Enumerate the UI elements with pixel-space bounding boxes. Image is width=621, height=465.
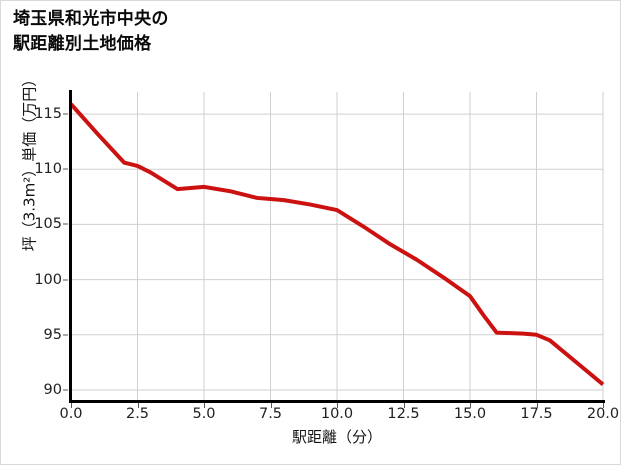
x-tick-label: 12.5 <box>387 406 420 422</box>
y-tick-mark <box>63 113 68 115</box>
y-tick-label: 115 <box>34 106 62 123</box>
x-tick-label: 5.0 <box>192 406 216 422</box>
x-tick-label: 2.5 <box>125 406 150 422</box>
y-tick-label: 105 <box>34 216 62 233</box>
chart-title-line-1: 埼玉県和光市中央の <box>13 9 169 29</box>
page-title: 埼玉県和光市中央の 駅距離別土地価格 <box>13 7 169 56</box>
y-tick-mark <box>63 389 68 391</box>
chart-title-line-2: 駅距離別土地価格 <box>13 33 152 54</box>
x-tick-mark <box>470 403 471 408</box>
y-tick-label: 100 <box>34 271 62 288</box>
x-tick-label: 7.5 <box>258 406 283 422</box>
y-tick-mark <box>63 334 68 336</box>
y-tick-label: 110 <box>34 161 62 178</box>
x-tick-label: 20.0 <box>586 406 620 422</box>
plot-area <box>69 92 605 401</box>
x-tick-mark <box>71 403 72 408</box>
y-axis-spine <box>69 90 72 403</box>
x-tick-label: 15.0 <box>453 406 487 422</box>
x-tick-mark <box>403 403 405 408</box>
y-tick-mark <box>63 279 68 281</box>
x-tick-mark <box>536 403 538 408</box>
x-tick-mark <box>337 403 338 408</box>
y-axis-tick-labels: 90 95 100 105 110 115 <box>1 92 62 401</box>
x-tick-mark <box>603 403 604 408</box>
x-tick-label: 10.0 <box>320 406 354 422</box>
y-tick-label: 95 <box>43 326 62 343</box>
y-tick-label: 90 <box>43 381 62 398</box>
x-tick-label: 0.0 <box>59 406 83 422</box>
data-series-line <box>69 102 605 386</box>
x-tick-mark <box>204 403 205 408</box>
x-axis-spine <box>69 400 605 403</box>
x-tick-label: 17.5 <box>520 406 553 422</box>
x-axis-tick-labels: 0.0 2.5 5.0 7.5 10.0 12.5 15.0 17.5 20.0 <box>59 406 619 428</box>
grid-lines <box>70 92 604 401</box>
x-tick-mark <box>137 403 139 408</box>
x-tick-mark <box>270 403 272 408</box>
series-line-坪単価 <box>69 102 605 386</box>
y-tick-mark <box>63 223 68 225</box>
y-tick-mark <box>63 168 68 170</box>
x-axis-title: 駅距離（分） <box>291 428 382 446</box>
